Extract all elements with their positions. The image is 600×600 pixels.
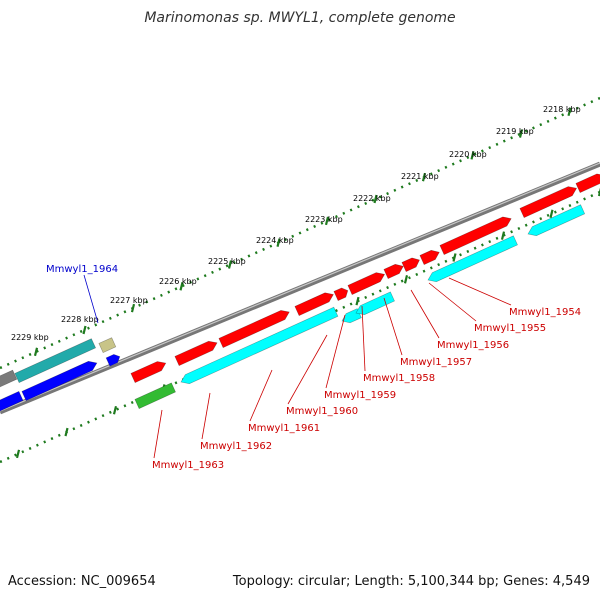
gene-label: Mmwyl1_1957 xyxy=(400,357,472,368)
ruler-tick xyxy=(403,275,409,284)
label-leader xyxy=(249,369,273,422)
label-leader xyxy=(201,392,211,440)
gene-label: Mmwyl1_1963 xyxy=(152,460,224,471)
gene-features xyxy=(0,173,600,412)
ruler-label: 2226 kbp xyxy=(159,277,197,286)
forward-gene-arrow xyxy=(383,263,404,279)
other-gene-arrow xyxy=(21,360,98,401)
gene-label: Mmwyl1_1961 xyxy=(248,423,320,434)
forward-gene-arrow xyxy=(294,292,334,316)
misc-feature-block xyxy=(98,337,117,353)
ruler-tick xyxy=(355,296,360,306)
forward-gene-arrow xyxy=(174,340,218,366)
accession-text: Accession: NC_009654 xyxy=(8,574,156,589)
gene-label: Mmwyl1_1964 xyxy=(46,264,118,275)
forward-gene-arrow xyxy=(419,249,440,265)
forward-gene-arrow xyxy=(439,216,512,255)
label-leader-lines xyxy=(83,274,512,459)
label-leader xyxy=(428,282,477,322)
reverse-gene-arrow xyxy=(427,235,518,283)
rna-feature-block xyxy=(134,382,176,409)
ruler-tick xyxy=(470,151,475,160)
backbone-highlight xyxy=(0,162,600,412)
label-leader xyxy=(448,277,512,306)
forward-gene-arrow xyxy=(333,287,349,301)
reverse-gene-arrow xyxy=(355,291,395,316)
ruler-label: 2218 kbp xyxy=(543,105,581,114)
forward-gene-arrow xyxy=(347,272,386,295)
ruler-tick xyxy=(82,325,87,335)
gene-label: Mmwyl1_1958 xyxy=(363,373,435,384)
gene-label: Mmwyl1_1959 xyxy=(324,390,396,401)
reverse-gene-arrow xyxy=(527,204,586,237)
forward-gene-arrow xyxy=(218,310,290,348)
ruler-tick xyxy=(112,405,118,415)
ruler-tick xyxy=(227,260,233,269)
label-leader xyxy=(287,334,328,405)
ruler-label: 2219 kbp xyxy=(496,127,534,136)
ruler-tick xyxy=(500,231,506,240)
label-leader xyxy=(83,274,99,324)
ruler-label: 2222 kbp xyxy=(353,194,391,203)
ruler-tick xyxy=(324,216,330,226)
ruler-tick xyxy=(549,209,554,219)
ruler-tick xyxy=(452,253,457,262)
ruler-label: 2220 kbp xyxy=(449,150,487,159)
forward-gene-arrow xyxy=(130,361,167,383)
ruler-tick xyxy=(179,282,184,291)
map-title: Marinomonas sp. MWYL1, complete genome xyxy=(144,10,456,26)
ruler-tick xyxy=(373,194,378,204)
label-leader xyxy=(325,314,346,389)
label-leader xyxy=(410,289,440,339)
ruler-label: 2225 kbp xyxy=(208,257,246,266)
gene-block xyxy=(14,338,96,383)
ruler-labels: 2218 kbp 2219 kbp 2220 kbp 2221 kbp 2222 kbp… xyxy=(11,105,581,342)
forward-gene-arrow xyxy=(575,173,600,193)
reverse-gene-arrow xyxy=(180,306,339,385)
gene-label: Mmwyl1_1956 xyxy=(437,340,509,351)
gene-labels: Mmwyl1_1954 Mmwyl1_1955 Mmwyl1_1956 Mmwyl1_… xyxy=(46,264,581,471)
ruler-label: 2229 kbp xyxy=(11,333,49,342)
ruler-tick xyxy=(276,238,281,247)
ruler-tick xyxy=(518,129,524,138)
topology-text: Topology: circular; Length: 5,100,344 bp… xyxy=(232,574,590,589)
gene-block xyxy=(0,369,18,388)
ruler-tick xyxy=(15,449,21,459)
ruler-tick xyxy=(64,427,69,437)
gene-label: Mmwyl1_1954 xyxy=(509,307,581,318)
label-leader xyxy=(383,297,403,356)
gene-label: Mmwyl1_1960 xyxy=(286,406,358,417)
outer-ruler-dots xyxy=(0,96,600,370)
backbone-line xyxy=(0,161,600,415)
other-gene-arrow xyxy=(0,391,24,412)
forward-gene-arrow xyxy=(519,186,578,218)
ruler-tick xyxy=(33,347,39,357)
outer-ruler-ticks xyxy=(33,107,572,357)
gene-label: Mmwyl1_1955 xyxy=(474,323,546,334)
other-gene-arrow xyxy=(105,354,121,367)
gene-label: Mmwyl1_1962 xyxy=(200,441,272,452)
ruler-label: 2221 kbp xyxy=(401,172,439,181)
label-leader xyxy=(153,409,163,459)
forward-gene-arrow xyxy=(401,257,420,272)
ruler-tick xyxy=(130,303,136,313)
ruler-label: 2223 kbp xyxy=(305,215,343,224)
ruler-tick xyxy=(597,187,600,197)
ruler-tick xyxy=(567,107,572,116)
ruler-tick xyxy=(421,172,427,182)
ruler-label: 2224 kbp xyxy=(256,236,294,245)
label-leader xyxy=(361,305,366,372)
ruler-label: 2228 kbp xyxy=(61,315,99,324)
ruler-label: 2227 kbp xyxy=(110,296,148,305)
